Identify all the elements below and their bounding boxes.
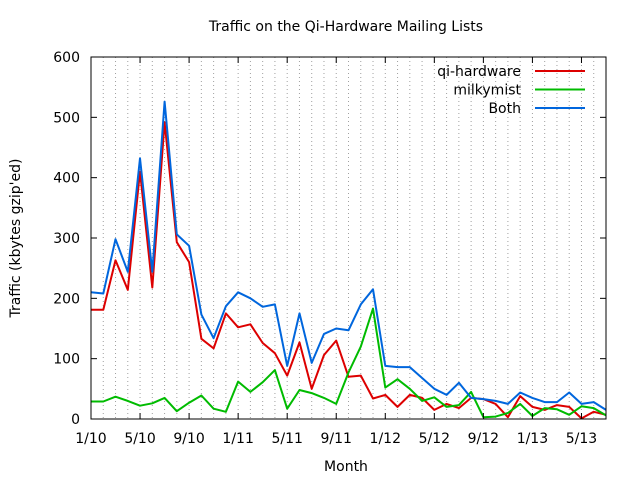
y-axis-label: Traffic (kbytes gzip'ed): [8, 159, 24, 319]
x-tick-label: 1/13: [517, 431, 548, 447]
x-tick-label: 9/11: [321, 431, 352, 447]
y-tick-label: 300: [53, 231, 80, 247]
x-axis-label: Month: [324, 459, 368, 475]
y-tick-label: 400: [53, 171, 80, 187]
x-tick-label: 9/10: [173, 431, 204, 447]
y-tick-label: 600: [53, 50, 80, 66]
x-tick-label: 5/10: [124, 431, 155, 447]
legend-label: qi-hardware: [437, 64, 521, 80]
series-layer: [90, 100, 607, 420]
series-line-both: [90, 100, 607, 411]
grid-layer: [102, 57, 595, 419]
x-tick-label: 1/12: [370, 431, 401, 447]
legend: qi-hardware milkymist Both: [437, 64, 585, 117]
x-tick-label: 1/10: [75, 431, 106, 447]
y-tick-label: 100: [53, 352, 80, 368]
y-tick-label: 500: [53, 110, 80, 126]
x-tick-label: 9/12: [468, 431, 499, 447]
chart-title: Traffic on the Qi-Hardware Mailing Lists: [208, 19, 483, 35]
x-tick-label: 5/13: [566, 431, 597, 447]
series-line-qi-hardware: [91, 121, 607, 420]
y-tick-label: 0: [71, 412, 80, 428]
tick-layer: 0 100 200 300 400 500 600 1/10 5/10 9/10 1/11 5/11 9…: [53, 50, 606, 447]
x-tick-label: 5/11: [271, 431, 302, 447]
series-line-milkymist: [91, 307, 607, 419]
legend-label: milkymist: [453, 83, 521, 99]
x-tick-label: 1/11: [222, 431, 253, 447]
legend-label: Both: [488, 101, 521, 117]
y-tick-label: 200: [53, 291, 80, 307]
x-tick-label: 5/12: [419, 431, 450, 447]
